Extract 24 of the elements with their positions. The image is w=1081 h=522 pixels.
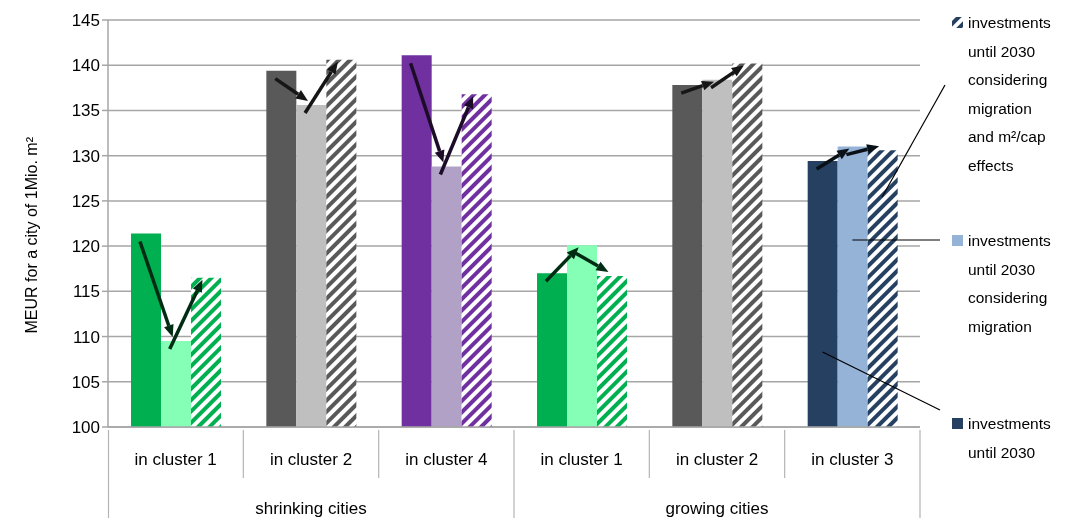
y-tick-label: 130 xyxy=(71,146,100,166)
x-tick-label: in cluster 2 xyxy=(675,450,759,470)
y-tick-label: 140 xyxy=(71,56,100,76)
text: growing cities xyxy=(665,499,769,518)
y-tick-label: 100 xyxy=(71,418,100,438)
callout: investments until 2030 considering migration and m²/cap effects xyxy=(881,14,1051,198)
legend-label: investments until 2030 considering migration and m²/cap effects xyxy=(968,14,1051,174)
y-tick-label: 120 xyxy=(71,237,100,257)
x-tick-label: in cluster 4 xyxy=(405,450,488,470)
legend-label: investments until 2030 xyxy=(968,415,1051,461)
y-tick-label: 115 xyxy=(72,282,100,302)
callout: investments until 2030 considering migration xyxy=(851,232,1051,335)
legend-label: investments until 2030 considering migration xyxy=(968,232,1051,335)
y-tick-label: 135 xyxy=(71,101,100,121)
x-tick-label: in cluster 1 xyxy=(540,450,623,470)
y-tick-label: 110 xyxy=(72,327,100,347)
text: shrinking cities xyxy=(255,499,367,518)
x-tick-label: in cluster 3 xyxy=(811,450,894,470)
y-tick-label: 105 xyxy=(71,372,100,392)
x-tick-label: in cluster 2 xyxy=(269,450,353,470)
y-tick-label: 145 xyxy=(71,11,100,31)
y-tick-label: 125 xyxy=(71,191,100,211)
y-axis-title: MEUR for a city of 1Mio. m² xyxy=(22,136,40,334)
x-tick-label: in cluster 1 xyxy=(134,450,217,470)
